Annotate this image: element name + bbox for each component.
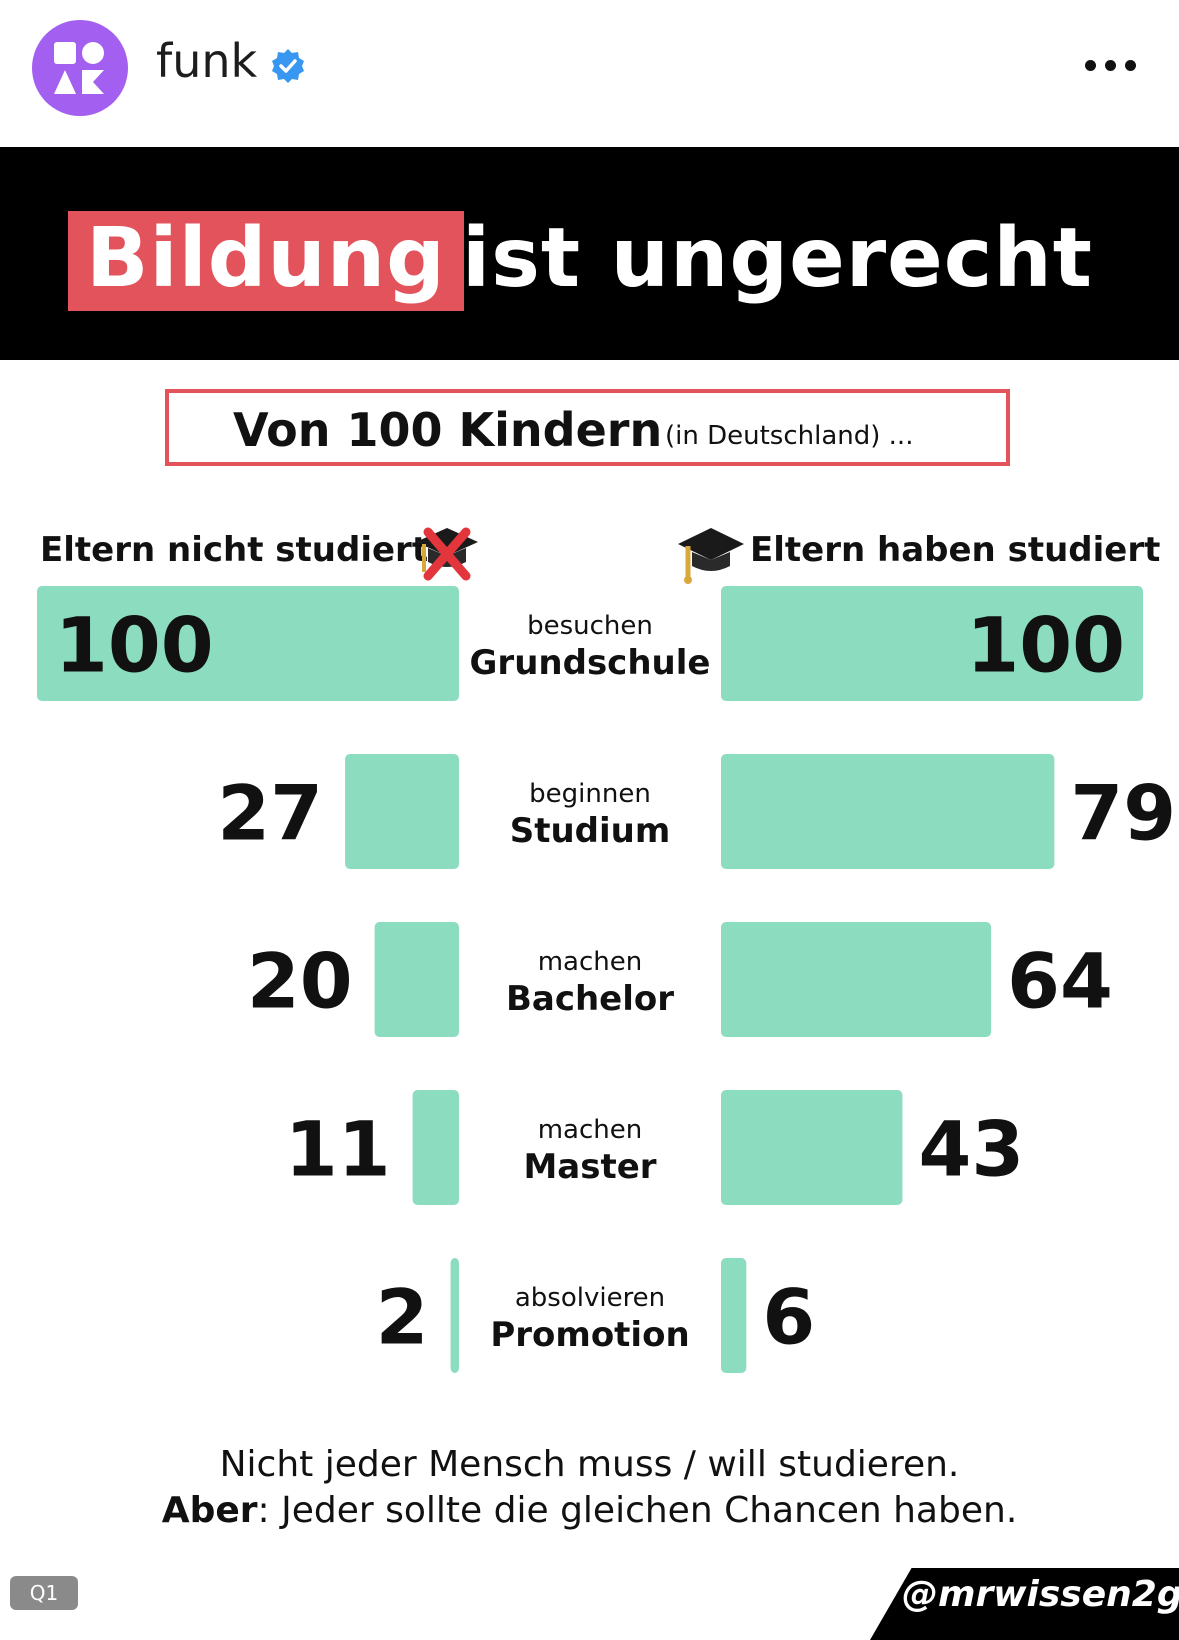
creator-handle: @mrwissen2go xyxy=(902,1574,1179,1615)
footer-line-2: Aber: Jeder sollte die gleichen Chancen … xyxy=(0,1490,1179,1531)
category-name-3: Master xyxy=(523,1147,656,1187)
subtitle-note: (in Deutschland) ... xyxy=(665,421,914,451)
category-name-1: Studium xyxy=(510,811,671,851)
category-verb-3: machen xyxy=(538,1115,643,1145)
diverging-bar-chart: 100 100 besuchen Grundschule 27 79 beginnen Stu… xyxy=(0,580,1179,1380)
value-label-right-1: 79 xyxy=(1070,769,1176,858)
post-header: funk xyxy=(0,0,1179,147)
subtitle-main: Von 100 Kindern xyxy=(233,403,663,457)
bar-right-4 xyxy=(721,1258,747,1373)
bar-left-4 xyxy=(450,1258,459,1373)
footer-line-2-rest: : Jeder sollte die gleichen Chancen habe… xyxy=(257,1490,1018,1531)
verified-badge-icon xyxy=(272,49,304,83)
value-label-left-1: 27 xyxy=(217,769,323,858)
title-banner: Bildung ist ungerecht xyxy=(0,147,1179,360)
value-label-right-2: 64 xyxy=(1007,937,1113,1026)
footer-line-2-bold: Aber xyxy=(161,1490,258,1531)
left-series-label: Eltern nicht studiert xyxy=(40,530,429,570)
bar-left-3 xyxy=(412,1090,459,1205)
category-verb-2: machen xyxy=(538,947,643,977)
quality-badge: Q1 xyxy=(10,1576,78,1610)
value-label-left-2: 20 xyxy=(247,937,353,1026)
account-name[interactable]: funk xyxy=(156,34,258,88)
category-name-4: Promotion xyxy=(490,1315,689,1355)
account-avatar[interactable] xyxy=(32,20,128,116)
value-label-left-4: 2 xyxy=(376,1273,429,1362)
title-highlight: Bildung xyxy=(68,211,464,311)
more-dots-icon[interactable] xyxy=(1085,48,1145,84)
bar-right-1 xyxy=(721,754,1055,869)
left-series-header: Eltern nicht studiert xyxy=(40,530,428,570)
value-label-left-3: 11 xyxy=(285,1105,391,1194)
category-verb-1: beginnen xyxy=(529,779,651,809)
value-label-left-0: 100 xyxy=(55,601,214,690)
right-series-header: Eltern haben studiert xyxy=(750,530,1160,570)
graduation-cap-crossed-icon xyxy=(416,527,478,581)
graduation-cap-icon xyxy=(678,528,744,584)
value-label-right-0: 100 xyxy=(966,601,1125,690)
footer-line-1: Nicht jeder Mensch muss / will studieren… xyxy=(219,1444,960,1485)
subtitle-box: Von 100 Kindern (in Deutschland) ... xyxy=(165,389,1010,466)
bar-left-1 xyxy=(345,754,459,869)
value-label-right-3: 43 xyxy=(918,1105,1024,1194)
category-name-2: Bachelor xyxy=(506,979,674,1019)
right-series-label: Eltern haben studiert xyxy=(750,530,1161,570)
bar-right-3 xyxy=(721,1090,903,1205)
bar-left-2 xyxy=(374,922,459,1037)
title-rest: ist ungerecht xyxy=(462,211,1093,306)
bar-right-0 xyxy=(721,586,1143,701)
funk-logo-icon xyxy=(54,42,104,94)
category-verb-0: besuchen xyxy=(527,611,653,641)
bar-right-2 xyxy=(721,922,992,1037)
category-verb-4: absolvieren xyxy=(515,1283,665,1313)
value-label-right-4: 6 xyxy=(762,1273,815,1362)
bar-left-0 xyxy=(37,586,459,701)
category-name-0: Grundschule xyxy=(470,643,711,683)
